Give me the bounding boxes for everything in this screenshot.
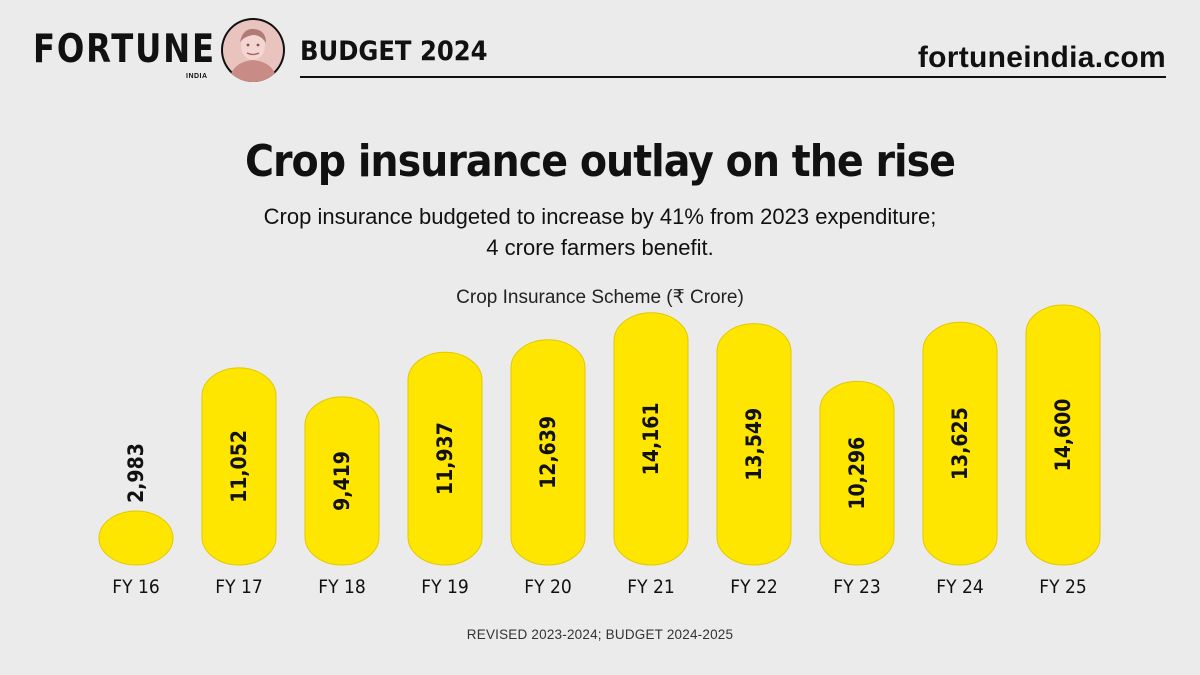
category-label: FY 16 [112,576,159,598]
value-label: 10,296 [845,437,869,510]
header: FORTUNE INDIA BUDGET 2024 fortuneindia.c… [0,0,1200,100]
category-label: FY 19 [421,576,468,598]
bar-fy-16 [98,510,174,566]
subtitle-line-1: Crop insurance budgeted to increase by 4… [263,204,937,229]
fortune-logo[interactable]: FORTUNE [33,27,216,72]
bar-fy-24 [922,321,998,566]
portrait-image [221,18,285,82]
footnote: REVISED 2023-2024; BUDGET 2024-2025 [466,627,734,642]
site-link[interactable]: fortuneindia.com [917,41,1166,74]
value-label: 11,937 [433,422,457,495]
value-label: 2,983 [124,443,148,503]
bar-fy-21 [613,312,689,566]
bar-fy-17 [201,367,277,566]
value-label: 13,625 [948,407,972,480]
section-title: BUDGET 2024 [300,36,488,67]
chart-axis-title: Crop Insurance Scheme (₹ Crore) [456,287,744,308]
bar-fy-22 [716,323,792,566]
bar-fy-19 [407,351,483,566]
value-label: 11,052 [227,430,251,503]
bar-fy-25 [1025,304,1101,566]
category-label: FY 24 [936,576,983,598]
category-label: FY 21 [627,576,674,598]
chart-headline: Crop insurance outlay on the rise [244,136,956,187]
value-label: 9,419 [330,451,354,511]
bar-fy-23 [819,380,895,566]
value-label: 12,639 [536,416,560,489]
value-label: 14,600 [1051,399,1075,472]
category-label: FY 22 [730,576,777,598]
chart-subtitle: Crop insurance budgeted to increase by 4… [150,201,1050,263]
header-rule [300,76,1166,78]
category-label: FY 20 [524,576,571,598]
category-label: FY 25 [1039,576,1086,598]
bar-fy-20 [510,339,586,566]
bar-fy-18 [304,396,380,566]
value-label: 14,161 [639,402,663,475]
subtitle-line-2: 4 crore farmers benefit. [486,235,714,260]
bar-chart: 2,983 FY 16 11,052 FY 17 9,419 FY 18 11,937 FY … [98,304,1101,598]
logo-subtitle: INDIA [186,73,208,80]
value-label: 13,549 [742,408,766,481]
category-label: FY 23 [833,576,880,598]
category-label: FY 17 [215,576,262,598]
category-label: FY 18 [318,576,365,598]
